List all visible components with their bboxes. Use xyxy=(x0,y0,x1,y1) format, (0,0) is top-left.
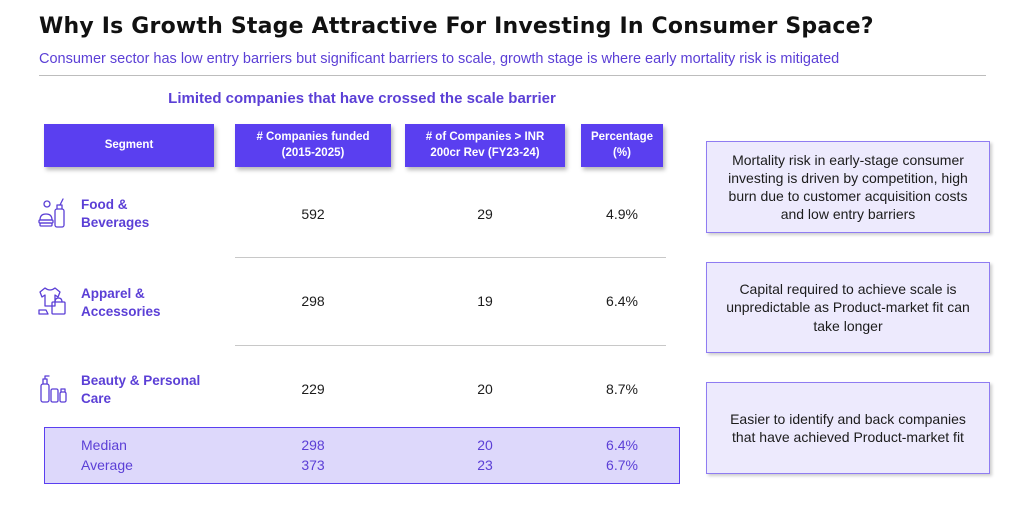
column-header-companies-funded: # Companies funded (2015-2025) xyxy=(235,124,391,167)
cell-percentage-food: 4.9% xyxy=(606,206,638,222)
column-header-pct-line1: Percentage xyxy=(590,130,653,143)
segment-label-food-beverages: Food & Beverages xyxy=(81,196,149,231)
callout-product-market-fit: Easier to identify and back companies th… xyxy=(706,382,990,474)
cell-over200-apparel: 19 xyxy=(477,293,493,309)
column-header-companies-over-200cr: # of Companies > INR 200cr Rev (FY23-24) xyxy=(405,124,565,167)
summary-average-funded: 373 xyxy=(301,457,325,473)
apparel-icon xyxy=(38,287,66,315)
row-divider xyxy=(235,257,666,258)
segment-label-line2: Beverages xyxy=(81,214,150,230)
table-title: Limited companies that have crossed the … xyxy=(168,90,556,107)
summary-median-percentage: 6.4% xyxy=(606,437,638,453)
header-divider xyxy=(39,75,986,76)
column-header-pct-line2: (%) xyxy=(613,146,631,159)
callout-mortality-risk: Mortality risk in early-stage consumer i… xyxy=(706,141,990,233)
cell-funded-beauty: 229 xyxy=(301,381,325,397)
cell-percentage-apparel: 6.4% xyxy=(606,293,638,309)
beauty-care-icon xyxy=(40,375,67,403)
page-subtitle: Consumer sector has low entry barriers b… xyxy=(39,51,840,67)
segment-label-line1: Food & xyxy=(81,197,128,212)
cell-over200-beauty: 20 xyxy=(477,381,493,397)
segment-label-line1: Beauty & Personal xyxy=(81,373,201,388)
segment-label-line2: Care xyxy=(81,390,112,406)
segment-label-line2: Accessories xyxy=(81,303,161,319)
callout-text: Mortality risk in early-stage consumer i… xyxy=(728,151,968,223)
column-header-funded-line2: (2015-2025) xyxy=(281,146,345,159)
summary-average-percentage: 6.7% xyxy=(606,457,638,473)
row-divider xyxy=(235,345,666,346)
column-header-rev-line2: 200cr Rev (FY23-24) xyxy=(430,146,540,159)
cell-funded-apparel: 298 xyxy=(301,293,325,309)
summary-box: Median 298 20 6.4% Average 373 23 6.7% xyxy=(44,427,680,484)
column-header-funded-line1: # Companies funded xyxy=(256,130,370,143)
summary-median-funded: 298 xyxy=(301,437,325,453)
segment-label-line1: Apparel & xyxy=(81,286,145,301)
column-header-percentage: Percentage (%) xyxy=(581,124,663,167)
summary-label-average: Average xyxy=(81,457,133,473)
callout-text: Capital required to achieve scale is unp… xyxy=(726,281,970,334)
summary-label-median: Median xyxy=(81,437,127,453)
callout-capital-required: Capital required to achieve scale is unp… xyxy=(706,262,990,353)
cell-funded-food: 592 xyxy=(301,206,325,222)
callout-text: Easier to identify and back companies th… xyxy=(730,410,966,445)
segment-label-beauty-personal-care: Beauty & Personal Care xyxy=(81,372,200,407)
food-beverage-icon xyxy=(38,198,65,228)
page-title: Why Is Growth Stage Attractive For Inves… xyxy=(39,14,874,39)
cell-percentage-beauty: 8.7% xyxy=(606,381,638,397)
column-header-segment: Segment xyxy=(44,124,214,167)
summary-average-over200: 23 xyxy=(477,457,493,473)
cell-over200-food: 29 xyxy=(477,206,493,222)
segment-label-apparel-accessories: Apparel & Accessories xyxy=(81,285,161,320)
column-header-rev-line1: # of Companies > INR xyxy=(425,130,545,143)
column-header-segment-label: Segment xyxy=(104,138,154,151)
summary-median-over200: 20 xyxy=(477,437,493,453)
